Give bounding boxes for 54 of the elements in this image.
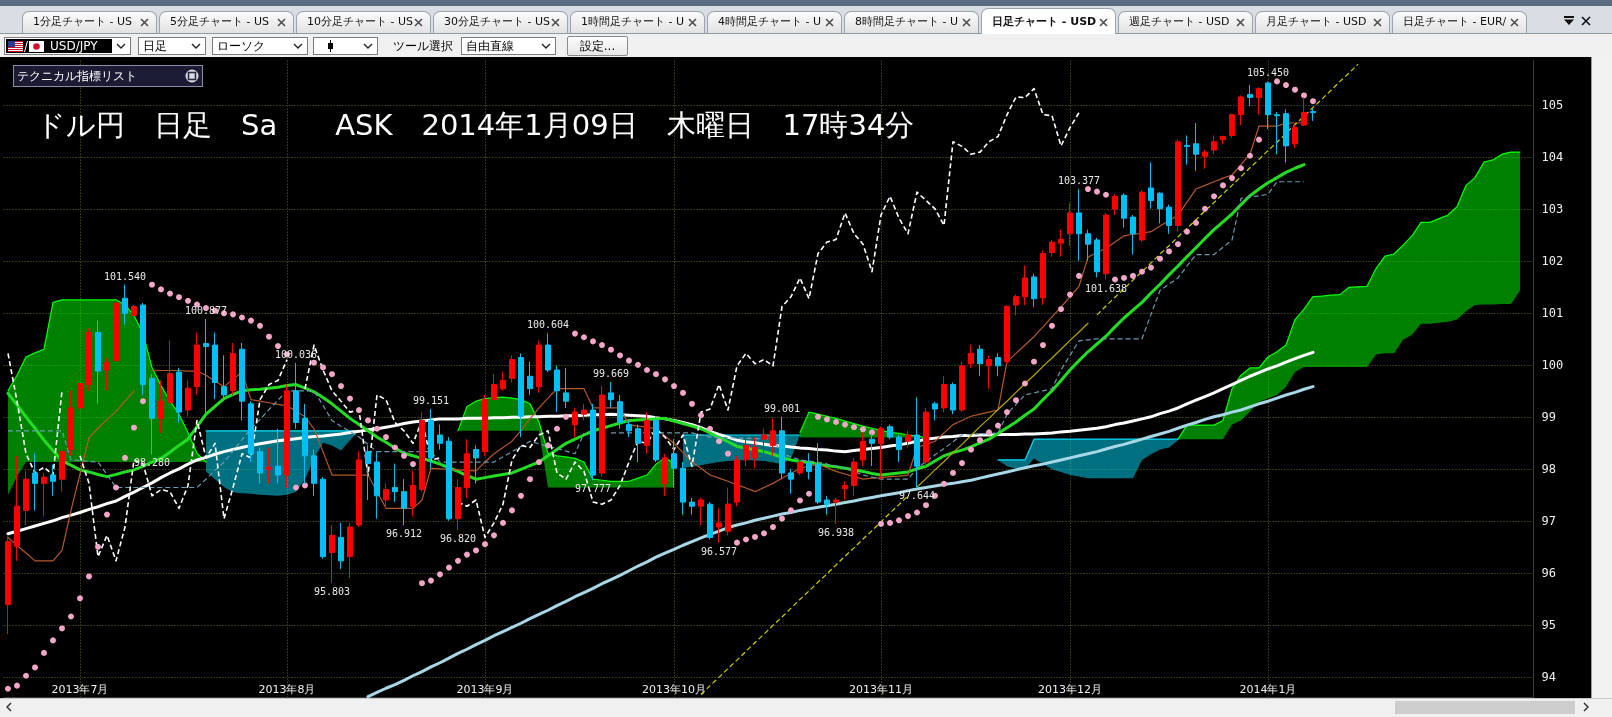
annotation: テクニカル指標リスト <box>17 68 137 84</box>
text: ツール選択 <box>393 38 453 54</box>
tab: 4時間足チャート - U <box>707 11 842 33</box>
y-tick-label: 98 <box>1541 461 1556 476</box>
y-tick-label: 97 <box>1541 513 1556 528</box>
x-tick-label: 2013年11月 <box>849 682 913 696</box>
y-tick-label: 96 <box>1541 565 1556 580</box>
annotation: 101.540 <box>103 270 147 282</box>
button: 設定... <box>567 36 628 56</box>
y-tick-label: 103 <box>1541 201 1564 216</box>
x-tick-label: 2013年9月 <box>456 682 514 696</box>
annotation: 96.820 <box>439 533 477 545</box>
panel: テクニカル指標リスト <box>13 65 203 87</box>
tab: 8時間足チャート - U <box>844 11 979 33</box>
dropdown: USD/JPY <box>4 37 131 55</box>
y-tick-label: 104 <box>1541 149 1564 164</box>
y-tick-label: 102 <box>1541 253 1564 268</box>
tab: 5分足チャート - US <box>159 11 294 33</box>
tab: 30分足チャート - US <box>433 11 568 33</box>
y-tick-label: 94 <box>1541 669 1556 684</box>
annotation: 100.036 <box>274 348 318 360</box>
tab: 月足チャート - USD <box>1255 11 1390 33</box>
x-tick-label: 2013年8月 <box>258 682 316 696</box>
annotation: 96.938 <box>817 527 855 539</box>
annotation: 99.001 <box>763 402 801 414</box>
tab: 週足チャート - USD <box>1118 11 1253 33</box>
annotation: 101.638 <box>1084 282 1128 294</box>
annotation: 103.377 <box>1057 175 1101 187</box>
annotation: 99.151 <box>412 394 450 406</box>
x-tick-label: 2013年7月 <box>51 682 109 696</box>
tab: 日足チャート - EUR/ <box>1392 11 1527 33</box>
x-tick-label: 2014年1月 <box>1239 682 1297 696</box>
tab: 日足チャート - USD <box>981 8 1116 34</box>
y-tick-label: 101 <box>1541 305 1564 320</box>
dropdown: 日足 <box>138 37 206 55</box>
tab: 10分足チャート - US <box>296 11 431 33</box>
y-tick-label: 100 <box>1541 357 1564 372</box>
y-tick-label: 105 <box>1541 97 1564 112</box>
annotation: 105.450 <box>1246 67 1290 79</box>
tab: 1時間足チャート - U <box>570 11 705 33</box>
y-tick-label: 95 <box>1541 617 1556 632</box>
x-tick-label: 2013年10月 <box>642 682 706 696</box>
y-tick-label: 99 <box>1541 409 1556 424</box>
dropdown: 自由直線 <box>461 37 556 55</box>
x-tick-label: 2013年12月 <box>1038 682 1102 696</box>
annotation: 100.604 <box>526 319 570 331</box>
text: ドル円 日足 Sa ASK 2014年1月09日 木曜日 17時34分 <box>36 108 915 142</box>
dropdown: ローソク <box>212 37 308 55</box>
tab: 1分足チャート - US <box>22 11 157 33</box>
annotation: 95.803 <box>313 586 351 598</box>
annotation: 97.777 <box>574 483 612 495</box>
annotation: 96.577 <box>700 545 738 557</box>
annotation: 99.669 <box>592 368 630 379</box>
annotation: 96.912 <box>385 528 423 540</box>
